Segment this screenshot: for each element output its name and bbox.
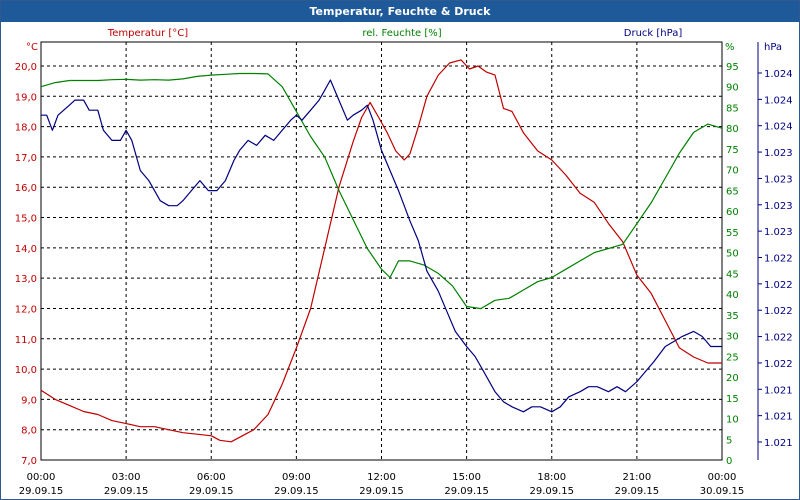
temperature-tick-label: 9,0 <box>21 395 37 406</box>
x-tick-date: 30.09.15 <box>700 486 745 497</box>
x-tick-date: 29.09.15 <box>615 486 660 497</box>
temperature-tick-label: 20,0 <box>15 62 37 73</box>
pressure-tick-label: 1.022 <box>764 333 793 344</box>
pressure-unit-label: hPa <box>764 42 782 53</box>
temperature-tick-label: 12,0 <box>15 304 37 315</box>
pressure-tick-label: 1.024 <box>764 122 793 133</box>
pressure-tick-label: 1.023 <box>764 201 793 212</box>
temperature-tick-label: 11,0 <box>15 335 37 346</box>
humidity-tick-label: 60 <box>726 207 739 218</box>
pressure-tick-label: 1.021 <box>764 385 793 396</box>
pressure-tick-label: 1.023 <box>764 174 793 185</box>
x-tick-date: 29.09.15 <box>274 486 319 497</box>
series-line-temperature <box>40 59 722 443</box>
humidity-tick-label: 20 <box>726 373 739 384</box>
x-tick-time: 03:00 <box>112 472 141 483</box>
x-tick-date: 29.09.15 <box>359 486 404 497</box>
humidity-tick-label: 35 <box>726 311 739 322</box>
window-title: Temperatur, Feuchte & Druck <box>1 1 799 22</box>
x-tick-date: 29.09.15 <box>189 486 234 497</box>
humidity-tick-label: 10 <box>726 415 739 426</box>
humidity-tick-label: 15 <box>726 394 739 405</box>
temperature-tick-label: 13,0 <box>15 274 37 285</box>
temperature-tick-label: 17,0 <box>15 153 37 164</box>
temperature-unit-label: °C <box>26 42 38 53</box>
temperature-tick-label: 10,0 <box>15 365 37 376</box>
humidity-tick-label: 90 <box>726 83 739 94</box>
temperature-tick-label: 14,0 <box>15 244 37 255</box>
x-tick-date: 29.09.15 <box>529 486 574 497</box>
humidity-tick-label: 5 <box>726 435 732 446</box>
temperature-tick-label: 15,0 <box>15 214 37 225</box>
series-line-humidity <box>40 72 723 310</box>
temperature-tick-label: 19,0 <box>15 92 37 103</box>
pressure-tick-label: 1.022 <box>764 359 793 370</box>
x-tick-time: 15:00 <box>452 472 481 483</box>
humidity-tick-label: 0 <box>726 456 732 467</box>
x-tick-time: 21:00 <box>622 472 651 483</box>
x-tick-time: 12:00 <box>367 472 396 483</box>
temperature-tick-label: 7,0 <box>21 456 37 467</box>
humidity-tick-label: 25 <box>726 352 739 363</box>
x-tick-time: 09:00 <box>282 472 311 483</box>
humidity-tick-label: 65 <box>726 186 739 197</box>
x-tick-date: 29.09.15 <box>19 486 64 497</box>
humidity-tick-label: 95 <box>726 62 739 73</box>
x-tick-time: 00:00 <box>708 472 737 483</box>
humidity-tick-label: 45 <box>726 269 739 280</box>
x-tick-time: 00:00 <box>27 472 56 483</box>
humidity-tick-label: 80 <box>726 124 739 135</box>
series-line-pressure <box>41 79 722 413</box>
x-tick-date: 29.09.15 <box>444 486 489 497</box>
humidity-tick-label: 85 <box>726 103 739 114</box>
x-tick-date: 29.09.15 <box>104 486 149 497</box>
temperature-axis-title: Temperatur [°C] <box>107 28 188 39</box>
temperature-tick-label: 16,0 <box>15 183 37 194</box>
humidity-tick-label: 40 <box>726 290 739 301</box>
pressure-tick-label: 1.022 <box>764 280 793 291</box>
axis-ticks: 00:00 29.09.15 03:00 29.09.15 06:00 29.09.15 0… <box>15 62 793 497</box>
pressure-tick-label: 1.022 <box>764 254 793 265</box>
temperature-tick-label: 18,0 <box>15 123 37 134</box>
grid-lines <box>41 42 722 460</box>
humidity-tick-label: 55 <box>726 228 739 239</box>
humidity-tick-label: 75 <box>726 145 739 156</box>
humidity-tick-label: 30 <box>726 332 739 343</box>
x-tick-time: 06:00 <box>197 472 226 483</box>
humidity-tick-label: 50 <box>726 249 739 260</box>
pressure-tick-label: 1.024 <box>764 95 793 106</box>
humidity-axis-title: rel. Feuchte [%] <box>362 28 441 39</box>
pressure-tick-label: 1.024 <box>764 69 793 80</box>
pressure-tick-label: 1.022 <box>764 306 793 317</box>
temperature-tick-label: 8,0 <box>21 426 37 437</box>
x-tick-time: 18:00 <box>537 472 566 483</box>
pressure-tick-label: 1.023 <box>764 227 793 238</box>
pressure-tick-label: 1.021 <box>764 412 793 423</box>
humidity-unit-label: % <box>725 42 735 53</box>
pressure-axis-title: Druck [hPa] <box>624 28 683 39</box>
humidity-tick-label: 70 <box>726 166 739 177</box>
pressure-tick-label: 1.023 <box>764 148 793 159</box>
series-lines <box>40 59 723 443</box>
pressure-tick-label: 1.021 <box>764 438 793 449</box>
